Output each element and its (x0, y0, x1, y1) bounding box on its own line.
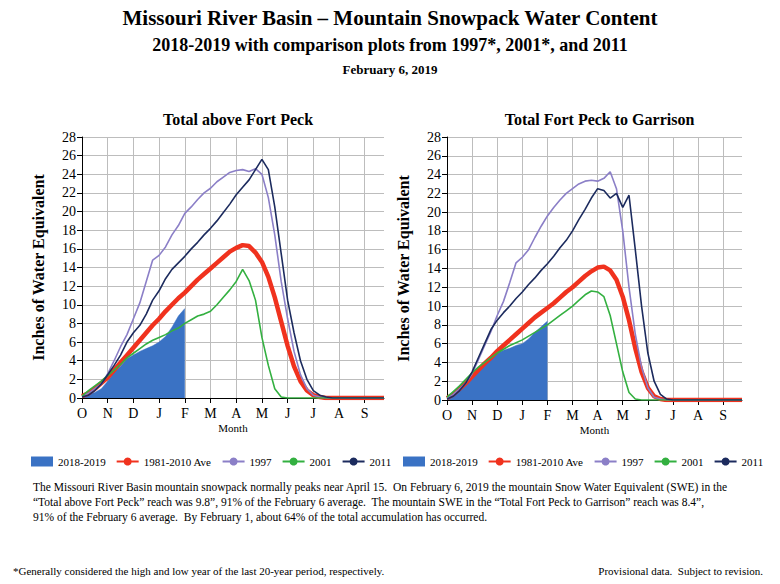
svg-text:1981-2010 Ave: 1981-2010 Ave (516, 456, 583, 468)
svg-text:J: J (156, 406, 162, 421)
svg-text:6: 6 (434, 336, 441, 351)
svg-text:2: 2 (69, 372, 76, 387)
svg-text:J: J (285, 406, 291, 421)
svg-text:16: 16 (62, 241, 76, 256)
svg-text:A: A (334, 406, 345, 421)
svg-text:O: O (442, 408, 452, 423)
svg-text:J: J (670, 408, 676, 423)
svg-text:0: 0 (69, 391, 76, 406)
svg-text:A: A (593, 408, 604, 423)
svg-text:J: J (520, 408, 526, 423)
svg-text:*Generally considered the high: *Generally considered the high and low y… (13, 565, 385, 577)
svg-text:S: S (361, 406, 369, 421)
svg-text:2: 2 (434, 374, 441, 389)
svg-text:2018-2019 with comparison plot: 2018-2019 with comparison plots from 199… (152, 35, 628, 55)
svg-text:8: 8 (69, 316, 76, 331)
svg-text:O: O (77, 406, 87, 421)
svg-text:24: 24 (62, 167, 76, 182)
svg-text:2018-2019: 2018-2019 (430, 456, 478, 468)
svg-text:February 6, 2019: February 6, 2019 (343, 62, 438, 77)
svg-text:26: 26 (62, 148, 76, 163)
svg-text:M: M (256, 406, 269, 421)
svg-text:91% of the February 6 average.: 91% of the February 6 average. By Februa… (33, 511, 487, 524)
svg-text:12: 12 (427, 280, 441, 295)
svg-text:18: 18 (427, 223, 441, 238)
svg-text:J: J (645, 408, 651, 423)
svg-text:S: S (719, 408, 727, 423)
svg-text:18: 18 (62, 223, 76, 238)
svg-text:M: M (566, 408, 579, 423)
svg-text:Total Fort Peck to Garrison: Total Fort Peck to Garrison (505, 111, 695, 128)
svg-text:28: 28 (427, 130, 441, 145)
svg-text:Missouri River Basin – Mountai: Missouri River Basin – Mountain Snowpack… (123, 6, 658, 30)
svg-text:12: 12 (62, 279, 76, 294)
svg-text:2001: 2001 (310, 456, 332, 468)
svg-text:16: 16 (427, 242, 441, 257)
svg-text:Total above Fort Peck: Total above Fort Peck (163, 111, 313, 128)
svg-text:Month: Month (218, 422, 248, 434)
svg-text:M: M (204, 406, 217, 421)
svg-text:F: F (181, 406, 189, 421)
svg-text:22: 22 (427, 186, 441, 201)
svg-text:Provisional data. Subject to: Provisional data. Subject to revision. (598, 565, 763, 577)
svg-text:N: N (467, 408, 477, 423)
svg-text:F: F (544, 408, 552, 423)
svg-text:2011: 2011 (370, 456, 392, 468)
svg-text:10: 10 (427, 299, 441, 314)
svg-text:2001: 2001 (682, 456, 704, 468)
svg-text:1981-2010 Ave: 1981-2010 Ave (144, 456, 211, 468)
svg-text:1997: 1997 (622, 456, 645, 468)
svg-text:10: 10 (62, 297, 76, 312)
svg-text:Month: Month (580, 424, 610, 436)
svg-text:M: M (617, 408, 630, 423)
svg-text:A: A (693, 408, 704, 423)
svg-text:A: A (231, 406, 242, 421)
svg-text:4: 4 (434, 355, 441, 370)
svg-text:26: 26 (427, 148, 441, 163)
svg-text:20: 20 (62, 204, 76, 219)
svg-text:14: 14 (62, 260, 76, 275)
svg-text:J: J (311, 406, 317, 421)
svg-text:2018-2019: 2018-2019 (58, 456, 106, 468)
svg-text:Inches of Water Equivalent: Inches of Water Equivalent (30, 174, 48, 361)
svg-text:0: 0 (434, 393, 441, 408)
svg-text:24: 24 (427, 167, 441, 182)
svg-text:“Total above Fort Peck” reach: “Total above Fort Peck” reach was 9.8”, … (33, 496, 707, 509)
svg-text:8: 8 (434, 317, 441, 332)
svg-text:The Missouri River Basin mount: The Missouri River Basin mountain snowpa… (33, 481, 730, 494)
svg-text:4: 4 (69, 353, 76, 368)
svg-text:20: 20 (427, 205, 441, 220)
svg-text:D: D (128, 406, 138, 421)
svg-text:N: N (103, 406, 113, 421)
svg-text:1997: 1997 (250, 456, 273, 468)
svg-text:D: D (492, 408, 502, 423)
svg-text:14: 14 (427, 261, 441, 276)
svg-text:28: 28 (62, 130, 76, 145)
svg-text:2011: 2011 (742, 456, 764, 468)
svg-text:22: 22 (62, 185, 76, 200)
svg-text:Inches of Water Equivalent: Inches of Water Equivalent (395, 175, 413, 362)
svg-text:6: 6 (69, 335, 76, 350)
